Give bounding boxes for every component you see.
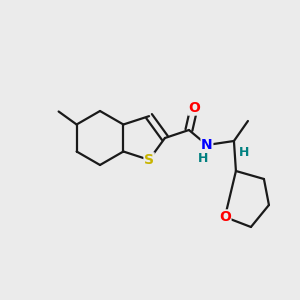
Text: S: S: [144, 153, 154, 167]
Text: O: O: [219, 210, 231, 224]
Text: H: H: [198, 152, 208, 166]
Text: N: N: [201, 138, 213, 152]
Text: H: H: [239, 146, 249, 160]
Text: O: O: [188, 101, 200, 115]
